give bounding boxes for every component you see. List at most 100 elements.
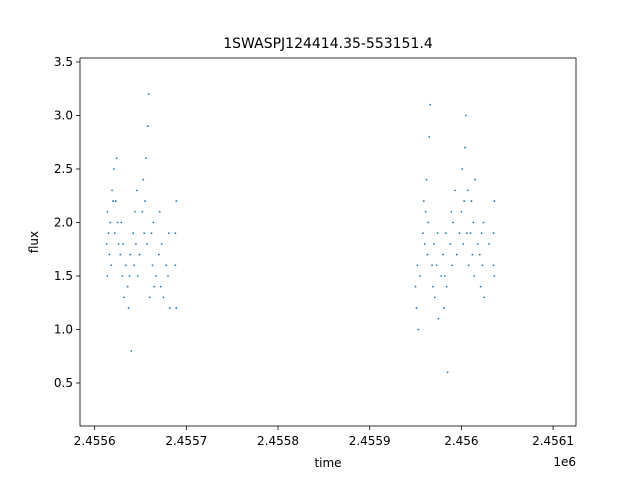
data-point (454, 189, 456, 192)
data-point (449, 242, 452, 245)
data-point (175, 307, 178, 309)
x-tick-label: 2.4559 (349, 434, 391, 448)
data-point (458, 232, 461, 235)
data-point (480, 232, 483, 235)
data-point (425, 178, 428, 181)
data-point (463, 200, 466, 202)
data-point (110, 264, 113, 267)
data-point (428, 135, 431, 138)
data-point (450, 210, 453, 213)
x-tick-label: 2.4556 (74, 434, 116, 448)
y-tick-label: 1.5 (54, 269, 73, 283)
data-point (155, 275, 157, 277)
data-point (473, 275, 476, 277)
data-point (415, 307, 418, 309)
data-point (472, 221, 475, 224)
x-tick-label: 2.4558 (257, 434, 299, 448)
data-point (127, 307, 130, 309)
data-point (120, 221, 123, 224)
data-point (132, 232, 135, 235)
data-point (151, 264, 154, 267)
data-point (429, 103, 432, 106)
data-point (108, 253, 111, 256)
chart-title: 1SWASPJ124414.35-553151.4 (223, 36, 433, 52)
data-point (138, 253, 141, 256)
data-point (123, 296, 125, 299)
data-point (427, 221, 430, 224)
data-point (421, 232, 424, 235)
data-point (157, 253, 160, 256)
plot-area (105, 93, 496, 374)
data-point (135, 189, 138, 192)
data-point (150, 232, 153, 235)
data-point (431, 264, 433, 267)
data-point (136, 275, 139, 277)
data-point (115, 157, 118, 160)
y-tick-label: 2.0 (54, 215, 73, 229)
data-point (133, 264, 135, 267)
x-tick-label: 2.4561 (532, 434, 574, 448)
data-point (119, 253, 122, 256)
data-point (107, 232, 110, 235)
data-point (474, 178, 477, 181)
data-point (465, 232, 468, 235)
data-point (168, 232, 170, 235)
data-point (446, 371, 449, 374)
data-point (168, 307, 171, 309)
data-point (444, 232, 447, 235)
y-axis-label: flux (27, 231, 41, 253)
data-point (445, 285, 448, 288)
data-point (128, 275, 131, 277)
data-point (122, 242, 124, 245)
data-point (423, 242, 426, 245)
data-point (479, 285, 482, 288)
data-point (113, 168, 115, 170)
data-point (442, 253, 444, 256)
data-point (493, 200, 496, 202)
data-point (466, 189, 469, 192)
data-point (424, 210, 427, 213)
data-point (432, 242, 435, 245)
data-point (117, 242, 120, 245)
data-point (451, 264, 454, 267)
data-point (106, 275, 109, 277)
data-point (159, 285, 162, 288)
data-point (175, 200, 178, 202)
data-point (482, 221, 485, 224)
data-point (440, 275, 443, 277)
data-point (174, 232, 177, 235)
data-point (174, 264, 177, 267)
data-point (435, 264, 438, 267)
data-point (481, 264, 484, 267)
data-point (109, 221, 112, 224)
data-point (162, 296, 165, 299)
y-tick-label: 2.5 (54, 162, 73, 176)
data-point (443, 275, 446, 277)
x-offset-label: 1e6 (553, 455, 576, 469)
data-point (470, 200, 473, 202)
data-point (121, 275, 124, 277)
data-point (437, 317, 440, 320)
data-point (483, 296, 486, 299)
data-point (443, 307, 445, 309)
data-point (436, 232, 439, 235)
data-point (142, 178, 145, 181)
data-point (126, 285, 129, 288)
data-point (111, 189, 113, 192)
data-point (477, 242, 479, 245)
data-point (145, 157, 147, 160)
x-axis-label: time (314, 456, 341, 470)
y-tick-label: 3.5 (54, 55, 73, 69)
data-point (153, 285, 156, 288)
data-point (124, 264, 127, 267)
data-point (130, 349, 133, 352)
data-point (144, 200, 146, 202)
data-point (114, 200, 117, 202)
data-point (129, 253, 132, 256)
data-point (478, 253, 481, 256)
data-point (146, 242, 148, 245)
data-point (143, 232, 146, 235)
data-point (419, 275, 422, 277)
data-point (417, 328, 420, 331)
